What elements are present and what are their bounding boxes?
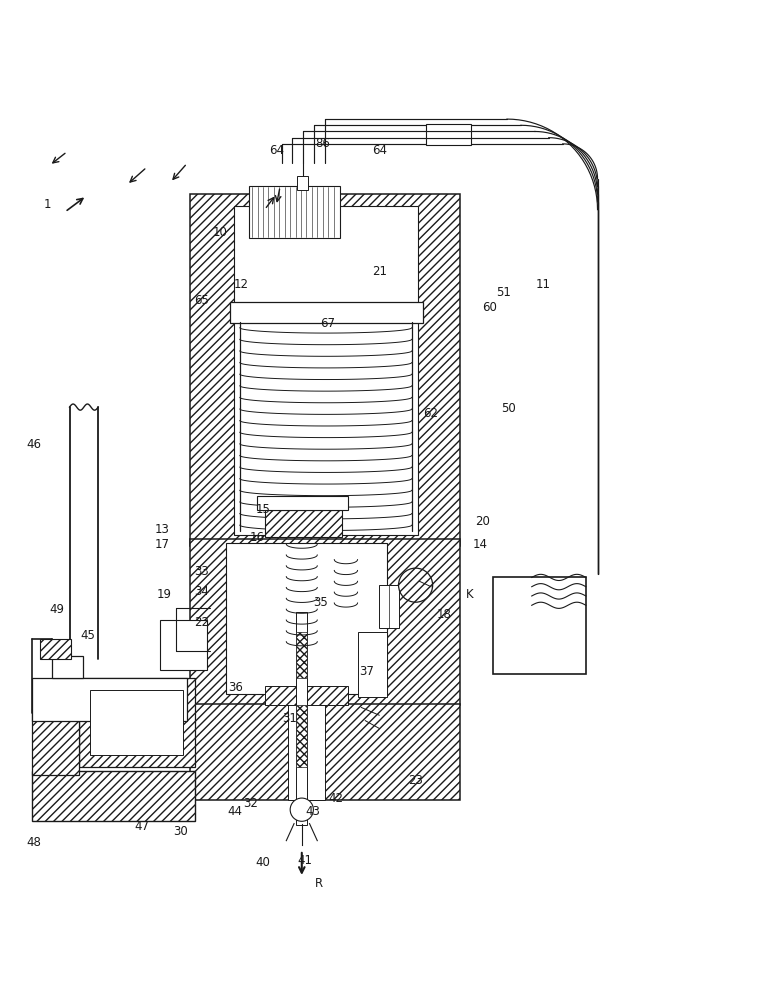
Text: 21: 21: [371, 265, 387, 278]
Bar: [426, 124, 471, 131]
Text: 67: 67: [321, 317, 336, 330]
Text: 15: 15: [256, 503, 270, 516]
Bar: [265, 686, 348, 705]
Bar: [78, 678, 195, 767]
Text: 47: 47: [134, 820, 150, 833]
Text: 62: 62: [423, 407, 438, 420]
Text: 17: 17: [155, 538, 170, 551]
Bar: [426, 131, 471, 138]
Circle shape: [399, 568, 433, 602]
Bar: [190, 194, 460, 546]
Text: 40: 40: [256, 856, 270, 869]
Bar: [40, 639, 71, 659]
Bar: [257, 496, 348, 510]
Text: 12: 12: [234, 278, 249, 291]
Bar: [357, 632, 387, 697]
Text: 45: 45: [81, 629, 96, 642]
Text: 14: 14: [472, 538, 487, 551]
Bar: [296, 632, 307, 678]
Text: 49: 49: [50, 603, 64, 616]
Text: 1: 1: [44, 198, 51, 211]
Text: 32: 32: [243, 797, 258, 810]
Bar: [52, 656, 82, 678]
Bar: [90, 690, 183, 755]
Text: 86: 86: [315, 137, 330, 150]
Text: 64: 64: [371, 144, 387, 157]
Text: 20: 20: [476, 515, 490, 528]
Bar: [234, 206, 418, 535]
Text: 35: 35: [313, 596, 328, 609]
Text: 50: 50: [501, 402, 516, 415]
Bar: [226, 543, 387, 694]
Text: 13: 13: [155, 523, 170, 536]
Text: R: R: [315, 877, 323, 890]
Text: 65: 65: [193, 294, 208, 307]
Text: 31: 31: [282, 712, 297, 725]
Text: 48: 48: [26, 836, 41, 849]
Bar: [426, 138, 471, 145]
Text: 51: 51: [496, 286, 510, 299]
Bar: [249, 186, 340, 238]
Text: 10: 10: [212, 226, 227, 239]
Text: 30: 30: [173, 825, 188, 838]
Bar: [287, 704, 325, 800]
Bar: [379, 585, 399, 628]
Circle shape: [290, 798, 313, 821]
Bar: [296, 612, 307, 825]
Bar: [296, 705, 307, 767]
Bar: [160, 620, 207, 670]
Bar: [265, 510, 342, 537]
Text: 19: 19: [156, 588, 172, 601]
Bar: [190, 539, 460, 705]
Text: 44: 44: [228, 805, 242, 818]
Text: 36: 36: [228, 681, 242, 694]
Text: 60: 60: [482, 301, 497, 314]
Bar: [33, 771, 195, 821]
Text: 18: 18: [437, 608, 451, 621]
Text: 23: 23: [408, 774, 423, 787]
Text: 16: 16: [249, 531, 264, 544]
Text: 11: 11: [536, 278, 551, 291]
Text: 42: 42: [329, 792, 343, 805]
Bar: [493, 577, 586, 674]
Text: 46: 46: [26, 438, 41, 451]
Text: 41: 41: [298, 854, 312, 867]
Text: 64: 64: [269, 144, 284, 157]
Text: 34: 34: [193, 585, 208, 598]
Bar: [33, 678, 187, 721]
Text: 37: 37: [360, 665, 375, 678]
Bar: [297, 176, 308, 190]
Text: 22: 22: [193, 616, 209, 629]
Bar: [190, 704, 460, 800]
Bar: [230, 302, 423, 323]
Text: K: K: [466, 588, 474, 601]
Bar: [33, 709, 78, 775]
Text: 33: 33: [193, 565, 208, 578]
Text: 43: 43: [305, 805, 320, 818]
